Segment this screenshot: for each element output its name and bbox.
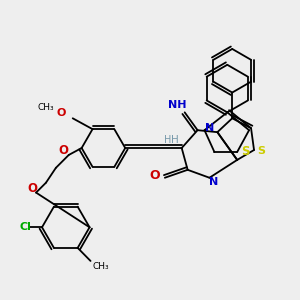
Text: O: O — [150, 169, 160, 182]
Text: H: H — [164, 135, 172, 145]
Text: O: O — [59, 143, 69, 157]
Text: H: H — [171, 135, 178, 145]
Text: O: O — [27, 182, 37, 195]
Text: Cl: Cl — [19, 222, 31, 232]
Text: CH₃: CH₃ — [38, 103, 54, 112]
Text: N: N — [205, 123, 214, 133]
Text: O: O — [56, 108, 65, 118]
Text: NH: NH — [169, 100, 187, 110]
Text: S: S — [257, 146, 265, 156]
Text: S: S — [241, 146, 249, 158]
Text: CH₃: CH₃ — [92, 262, 109, 272]
Text: N: N — [209, 177, 218, 187]
